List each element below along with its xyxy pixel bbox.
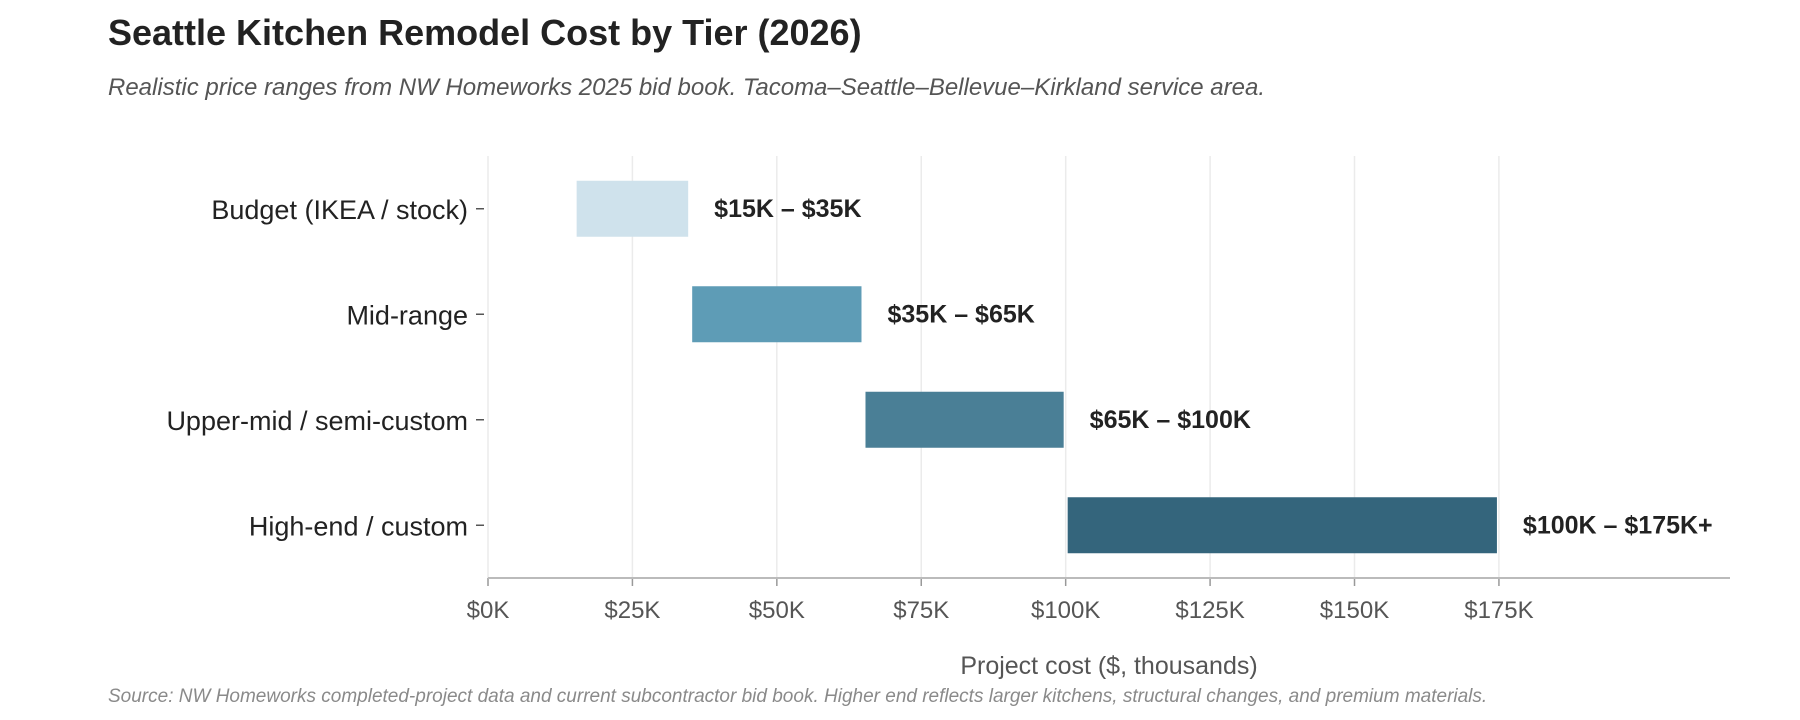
y-axis-categories: Budget (IKEA / stock) Mid-range Upper-mid … [166,195,484,541]
x-axis: $0K $25K $50K $75K $100K $125K $150K $175K [467,577,1730,624]
chart-title: Seattle Kitchen Remodel Cost by Tier (20… [108,12,862,53]
range-label: $65K – $100K [1090,406,1251,434]
chart-source: Source: NW Homeworks completed-project d… [108,686,1488,707]
range-label: $100K – $175K+ [1523,511,1713,539]
range-bar [692,286,862,343]
x-tick-label: $25K [604,597,660,624]
x-axis-title: Project cost ($, thousands) [960,652,1257,680]
x-tick-label: $50K [749,597,805,624]
x-tick-label: $75K [893,597,949,624]
category-label: Upper-mid / semi-custom [166,406,468,436]
range-label: $15K – $35K [714,195,861,223]
x-tick-label: $100K [1031,597,1100,624]
range-bars: $15K – $35K $35K – $65K $65K – $100K $100K … [576,180,1713,554]
category-label: High-end / custom [249,511,468,541]
x-tick-label: $125K [1175,597,1244,624]
category-label: Budget (IKEA / stock) [211,195,468,225]
category-label: Mid-range [346,300,468,330]
x-tick-label: $150K [1320,597,1389,624]
range-label: $35K – $65K [887,300,1034,328]
x-tick-label: $175K [1464,597,1533,624]
range-bar [576,180,689,237]
range-bar [1067,497,1497,554]
chart-subtitle: Realistic price ranges from NW Homeworks… [108,74,1265,101]
x-tick-label: $0K [467,597,510,624]
range-bar [865,391,1064,448]
